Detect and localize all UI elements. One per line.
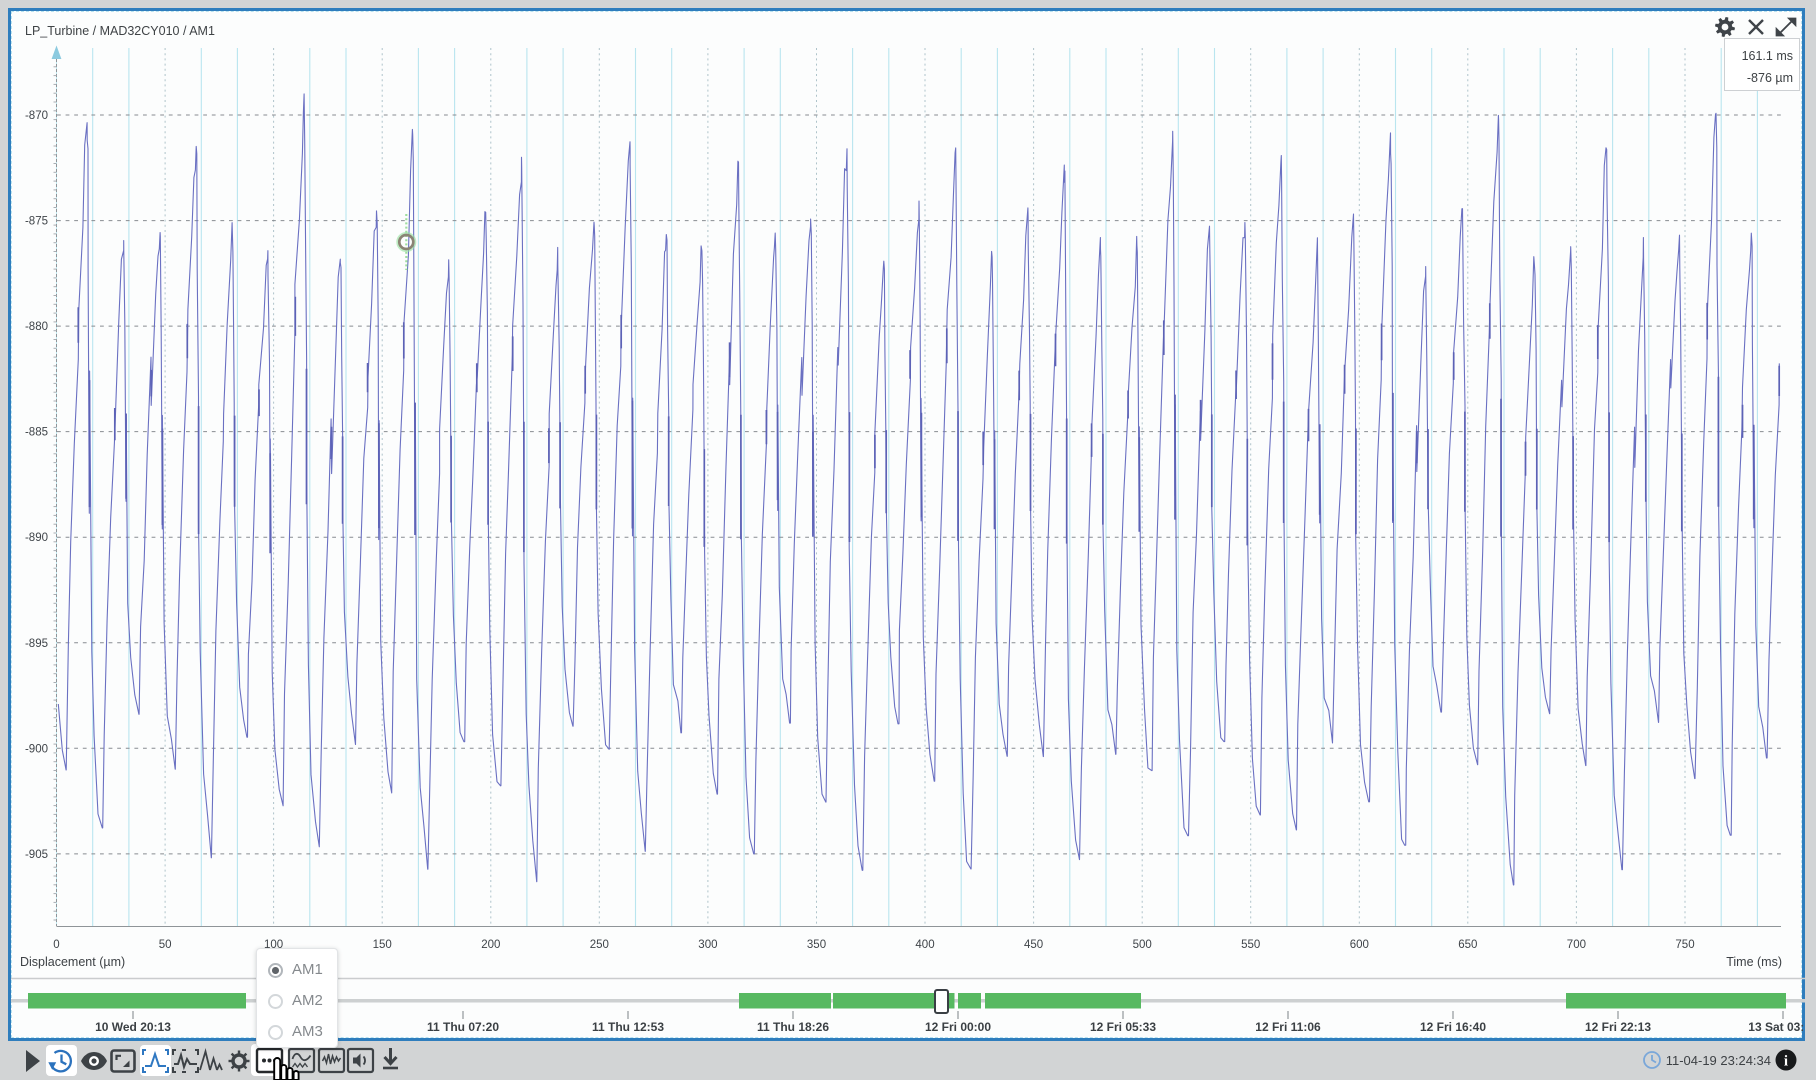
svg-text:250: 250 [590,939,609,951]
svg-text:i: i [1784,1054,1788,1070]
svg-text:-900: -900 [25,743,48,755]
svg-text:12 Fri 16:40: 12 Fri 16:40 [1420,1020,1486,1034]
svg-text:300: 300 [698,939,717,951]
svg-text:-880: -880 [25,321,48,333]
svg-text:-870: -870 [25,110,48,122]
svg-text:450: 450 [1024,939,1043,951]
svg-text:350: 350 [807,939,826,951]
svg-text:600: 600 [1350,939,1369,951]
svg-text:11-04-19 23:24:34: 11-04-19 23:24:34 [1666,1053,1771,1068]
svg-text:50: 50 [159,939,172,951]
svg-text:-890: -890 [25,532,48,544]
svg-text:0: 0 [53,939,59,951]
svg-text:150: 150 [373,939,392,951]
svg-text:-875: -875 [25,216,48,228]
svg-text:11 Thu 07:20: 11 Thu 07:20 [427,1020,499,1034]
svg-text:750: 750 [1675,939,1694,951]
svg-text:700: 700 [1567,939,1586,951]
svg-text:Displacement (µm): Displacement (µm) [20,955,125,969]
svg-text:12 Fri 00:00: 12 Fri 00:00 [925,1020,991,1034]
svg-text:13 Sat 03:46: 13 Sat 03:46 [1748,1020,1816,1034]
svg-text:-905: -905 [25,849,48,861]
svg-text:12 Fri 11:06: 12 Fri 11:06 [1255,1020,1321,1034]
svg-text:500: 500 [1133,939,1152,951]
svg-text:650: 650 [1458,939,1477,951]
svg-text:LP_Turbine / MAD32CY010 / AM1: LP_Turbine / MAD32CY010 / AM1 [25,24,215,38]
svg-text:10 Wed 20:13: 10 Wed 20:13 [95,1020,171,1034]
svg-text:-885: -885 [25,427,48,439]
svg-text:-876 µm: -876 µm [1747,71,1793,85]
svg-text:12 Fri 05:33: 12 Fri 05:33 [1090,1020,1156,1034]
svg-text:Time (ms): Time (ms) [1726,955,1782,969]
svg-text:12 Fri 22:13: 12 Fri 22:13 [1585,1020,1651,1034]
svg-text:200: 200 [481,939,500,951]
svg-text:11 Thu 18:26: 11 Thu 18:26 [757,1020,829,1034]
svg-text:-895: -895 [25,638,48,650]
svg-text:161.1 ms: 161.1 ms [1742,49,1793,63]
svg-text:11 Thu 12:53: 11 Thu 12:53 [592,1020,664,1034]
svg-text:550: 550 [1241,939,1260,951]
svg-text:400: 400 [915,939,934,951]
